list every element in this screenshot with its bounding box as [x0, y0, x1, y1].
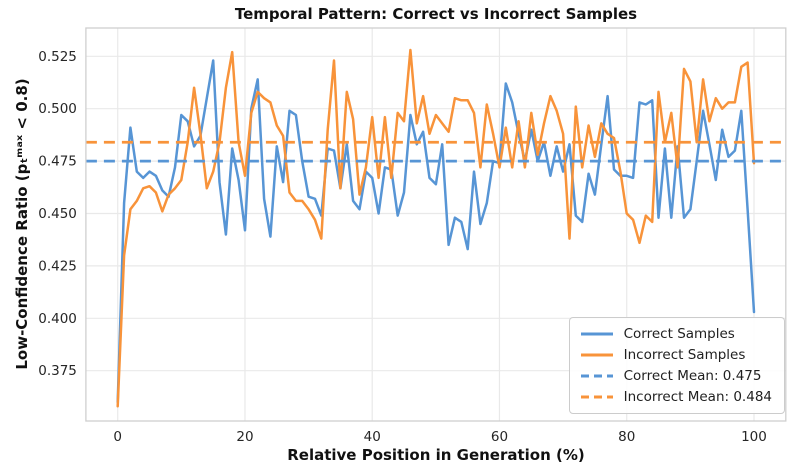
legend-label: Correct Mean: 0.475: [623, 368, 762, 384]
legend-item-correct-mean: Correct Mean: 0.475: [580, 367, 772, 385]
legend-label: Incorrect Samples: [623, 347, 746, 363]
legend-label: Correct Samples: [623, 326, 735, 342]
x-axis-label: Relative Position in Generation (%): [287, 446, 585, 464]
chart-title: Temporal Pattern: Correct vs Incorrect S…: [234, 5, 638, 23]
legend-item-correct-samples: Correct Samples: [580, 325, 772, 343]
x-tick-label: 100: [741, 429, 767, 445]
correct-samples-line: [116, 59, 756, 404]
y-tick-label: 0.400: [38, 311, 77, 327]
y-tick-label: 0.425: [38, 258, 77, 274]
legend-dashed-line-swatch: [580, 374, 613, 378]
legend-label: Incorrect Mean: 0.484: [623, 389, 772, 405]
legend-solid-line-swatch: [580, 332, 613, 336]
x-tick-label: 80: [618, 429, 635, 445]
x-tick-label: 20: [236, 429, 253, 445]
y-tick-label: 0.525: [38, 49, 77, 65]
x-tick-label: 60: [491, 429, 508, 445]
legend-dashed-line-swatch: [580, 395, 613, 399]
y-tick-label: 0.375: [38, 363, 77, 379]
x-tick-label: 40: [364, 429, 381, 445]
y-tick-label: 0.450: [38, 206, 77, 222]
x-tick-label: 0: [113, 429, 122, 445]
y-axis-label: Low-Confidence Ratio (pₜᵐᵃˣ < 0.8): [13, 78, 31, 370]
incorrect-samples-line: [116, 48, 756, 408]
plot-border: [85, 27, 787, 422]
y-tick-label: 0.475: [38, 154, 77, 170]
legend-item-incorrect-mean: Incorrect Mean: 0.484: [580, 388, 772, 406]
legend: Correct Samples Incorrect Samples Correct …: [568, 317, 785, 414]
legend-item-incorrect-samples: Incorrect Samples: [580, 346, 772, 364]
legend-solid-line-swatch: [580, 353, 613, 357]
y-tick-label: 0.500: [38, 101, 77, 117]
